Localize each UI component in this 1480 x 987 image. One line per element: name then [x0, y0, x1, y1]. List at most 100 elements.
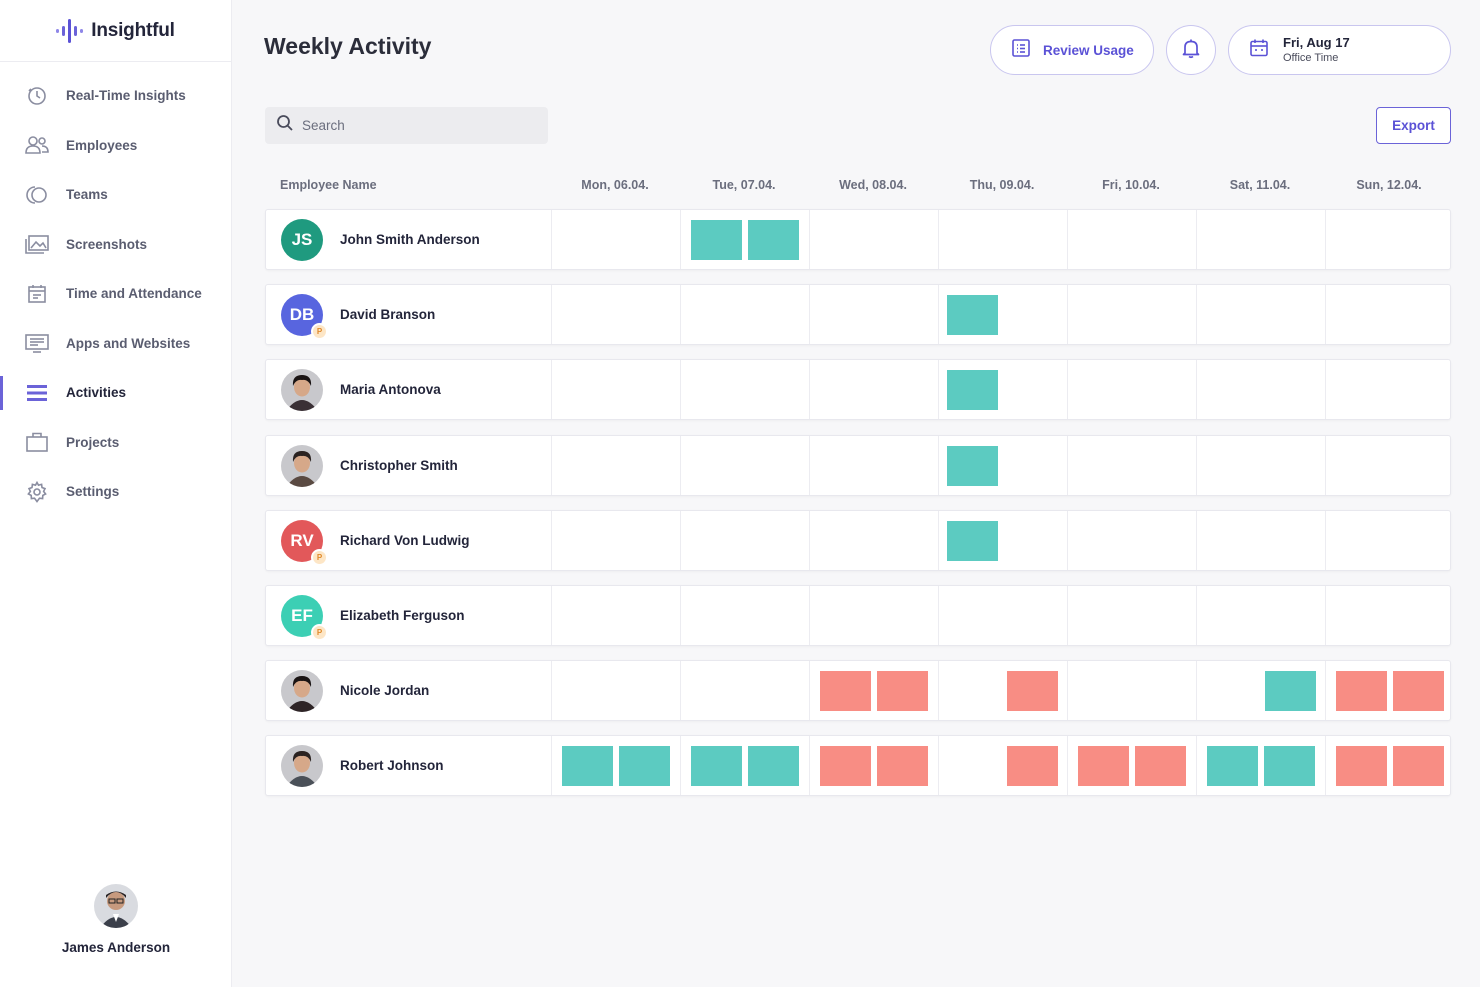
- day-cell[interactable]: [1197, 661, 1326, 720]
- day-cell[interactable]: [552, 511, 681, 570]
- productive-activity-block[interactable]: [1264, 746, 1315, 786]
- table-row[interactable]: Robert Johnson: [265, 735, 1451, 796]
- unproductive-activity-block[interactable]: [877, 671, 928, 711]
- day-cell[interactable]: [552, 736, 681, 795]
- day-cell[interactable]: [1068, 210, 1197, 269]
- sidebar-item-real-time-insights[interactable]: Real-Time Insights: [0, 71, 231, 121]
- table-row[interactable]: Maria Antonova: [265, 359, 1451, 420]
- productive-activity-block[interactable]: [748, 746, 799, 786]
- day-cell[interactable]: [552, 436, 681, 495]
- table-row[interactable]: EF P Elizabeth Ferguson: [265, 585, 1451, 646]
- sidebar-item-screenshots[interactable]: Screenshots: [0, 220, 231, 270]
- day-cell[interactable]: [1326, 436, 1455, 495]
- avatar[interactable]: [94, 884, 138, 928]
- sidebar-item-activities[interactable]: Activities: [0, 368, 231, 418]
- day-cell[interactable]: [1197, 736, 1326, 795]
- day-cell[interactable]: [1326, 210, 1455, 269]
- unproductive-activity-block[interactable]: [1007, 671, 1058, 711]
- unproductive-activity-block[interactable]: [820, 746, 871, 786]
- search-input[interactable]: [302, 118, 522, 133]
- employee-cell[interactable]: EF P Elizabeth Ferguson: [266, 586, 552, 645]
- productive-activity-block[interactable]: [1207, 746, 1258, 786]
- table-row[interactable]: Christopher Smith: [265, 435, 1451, 496]
- day-cell[interactable]: [681, 360, 810, 419]
- productive-activity-block[interactable]: [619, 746, 670, 786]
- day-cell[interactable]: [681, 511, 810, 570]
- day-cell[interactable]: [552, 360, 681, 419]
- day-cell[interactable]: [1326, 586, 1455, 645]
- employee-cell[interactable]: Robert Johnson: [266, 736, 552, 795]
- sidebar-item-time-and-attendance[interactable]: Time and Attendance: [0, 269, 231, 319]
- day-cell[interactable]: [681, 436, 810, 495]
- day-cell[interactable]: [1068, 736, 1197, 795]
- day-cell[interactable]: [1068, 511, 1197, 570]
- day-cell[interactable]: [810, 436, 939, 495]
- unproductive-activity-block[interactable]: [1078, 746, 1129, 786]
- productive-activity-block[interactable]: [691, 220, 742, 260]
- search-box[interactable]: [265, 107, 548, 144]
- day-cell[interactable]: [1068, 661, 1197, 720]
- employee-cell[interactable]: Nicole Jordan: [266, 661, 552, 720]
- day-cell[interactable]: [1197, 285, 1326, 344]
- day-cell[interactable]: [681, 736, 810, 795]
- sidebar-item-settings[interactable]: Settings: [0, 467, 231, 517]
- unproductive-activity-block[interactable]: [1135, 746, 1186, 786]
- day-cell[interactable]: [1068, 360, 1197, 419]
- review-usage-button[interactable]: Review Usage: [990, 25, 1154, 75]
- productive-activity-block[interactable]: [947, 295, 998, 335]
- sidebar-item-projects[interactable]: Projects: [0, 418, 231, 468]
- day-cell[interactable]: [939, 661, 1068, 720]
- day-cell[interactable]: [1326, 360, 1455, 419]
- day-cell[interactable]: [552, 210, 681, 269]
- unproductive-activity-block[interactable]: [1393, 671, 1444, 711]
- day-cell[interactable]: [1197, 511, 1326, 570]
- current-user[interactable]: James Anderson: [0, 884, 232, 955]
- day-cell[interactable]: [552, 285, 681, 344]
- day-cell[interactable]: [552, 586, 681, 645]
- day-cell[interactable]: [1197, 586, 1326, 645]
- productive-activity-block[interactable]: [947, 370, 998, 410]
- day-cell[interactable]: [1326, 661, 1455, 720]
- day-cell[interactable]: [1326, 285, 1455, 344]
- day-cell[interactable]: [939, 586, 1068, 645]
- employee-cell[interactable]: RV P Richard Von Ludwig: [266, 511, 552, 570]
- day-cell[interactable]: [681, 210, 810, 269]
- unproductive-activity-block[interactable]: [1336, 671, 1387, 711]
- day-cell[interactable]: [681, 586, 810, 645]
- day-cell[interactable]: [1197, 210, 1326, 269]
- day-cell[interactable]: [681, 661, 810, 720]
- day-cell[interactable]: [1068, 436, 1197, 495]
- employee-cell[interactable]: JS John Smith Anderson: [266, 210, 552, 269]
- app-logo[interactable]: Insightful: [0, 0, 231, 62]
- table-row[interactable]: DB P David Branson: [265, 284, 1451, 345]
- productive-activity-block[interactable]: [748, 220, 799, 260]
- day-cell[interactable]: [939, 285, 1068, 344]
- employee-cell[interactable]: DB P David Branson: [266, 285, 552, 344]
- day-cell[interactable]: [939, 436, 1068, 495]
- productive-activity-block[interactable]: [1265, 671, 1316, 711]
- productive-activity-block[interactable]: [947, 521, 998, 561]
- productive-activity-block[interactable]: [691, 746, 742, 786]
- day-cell[interactable]: [552, 661, 681, 720]
- date-picker-button[interactable]: Fri, Aug 17 Office Time: [1228, 25, 1451, 75]
- unproductive-activity-block[interactable]: [877, 746, 928, 786]
- table-row[interactable]: Nicole Jordan: [265, 660, 1451, 721]
- day-cell[interactable]: [1326, 736, 1455, 795]
- export-button[interactable]: Export: [1376, 107, 1451, 144]
- day-cell[interactable]: [810, 285, 939, 344]
- day-cell[interactable]: [810, 661, 939, 720]
- unproductive-activity-block[interactable]: [1336, 746, 1387, 786]
- sidebar-item-employees[interactable]: Employees: [0, 121, 231, 171]
- day-cell[interactable]: [939, 360, 1068, 419]
- table-row[interactable]: RV P Richard Von Ludwig: [265, 510, 1451, 571]
- day-cell[interactable]: [1326, 511, 1455, 570]
- notifications-button[interactable]: [1166, 25, 1216, 75]
- day-cell[interactable]: [681, 285, 810, 344]
- day-cell[interactable]: [1068, 285, 1197, 344]
- day-cell[interactable]: [939, 736, 1068, 795]
- day-cell[interactable]: [939, 511, 1068, 570]
- day-cell[interactable]: [939, 210, 1068, 269]
- productive-activity-block[interactable]: [562, 746, 613, 786]
- day-cell[interactable]: [810, 210, 939, 269]
- sidebar-item-apps-and-websites[interactable]: Apps and Websites: [0, 319, 231, 369]
